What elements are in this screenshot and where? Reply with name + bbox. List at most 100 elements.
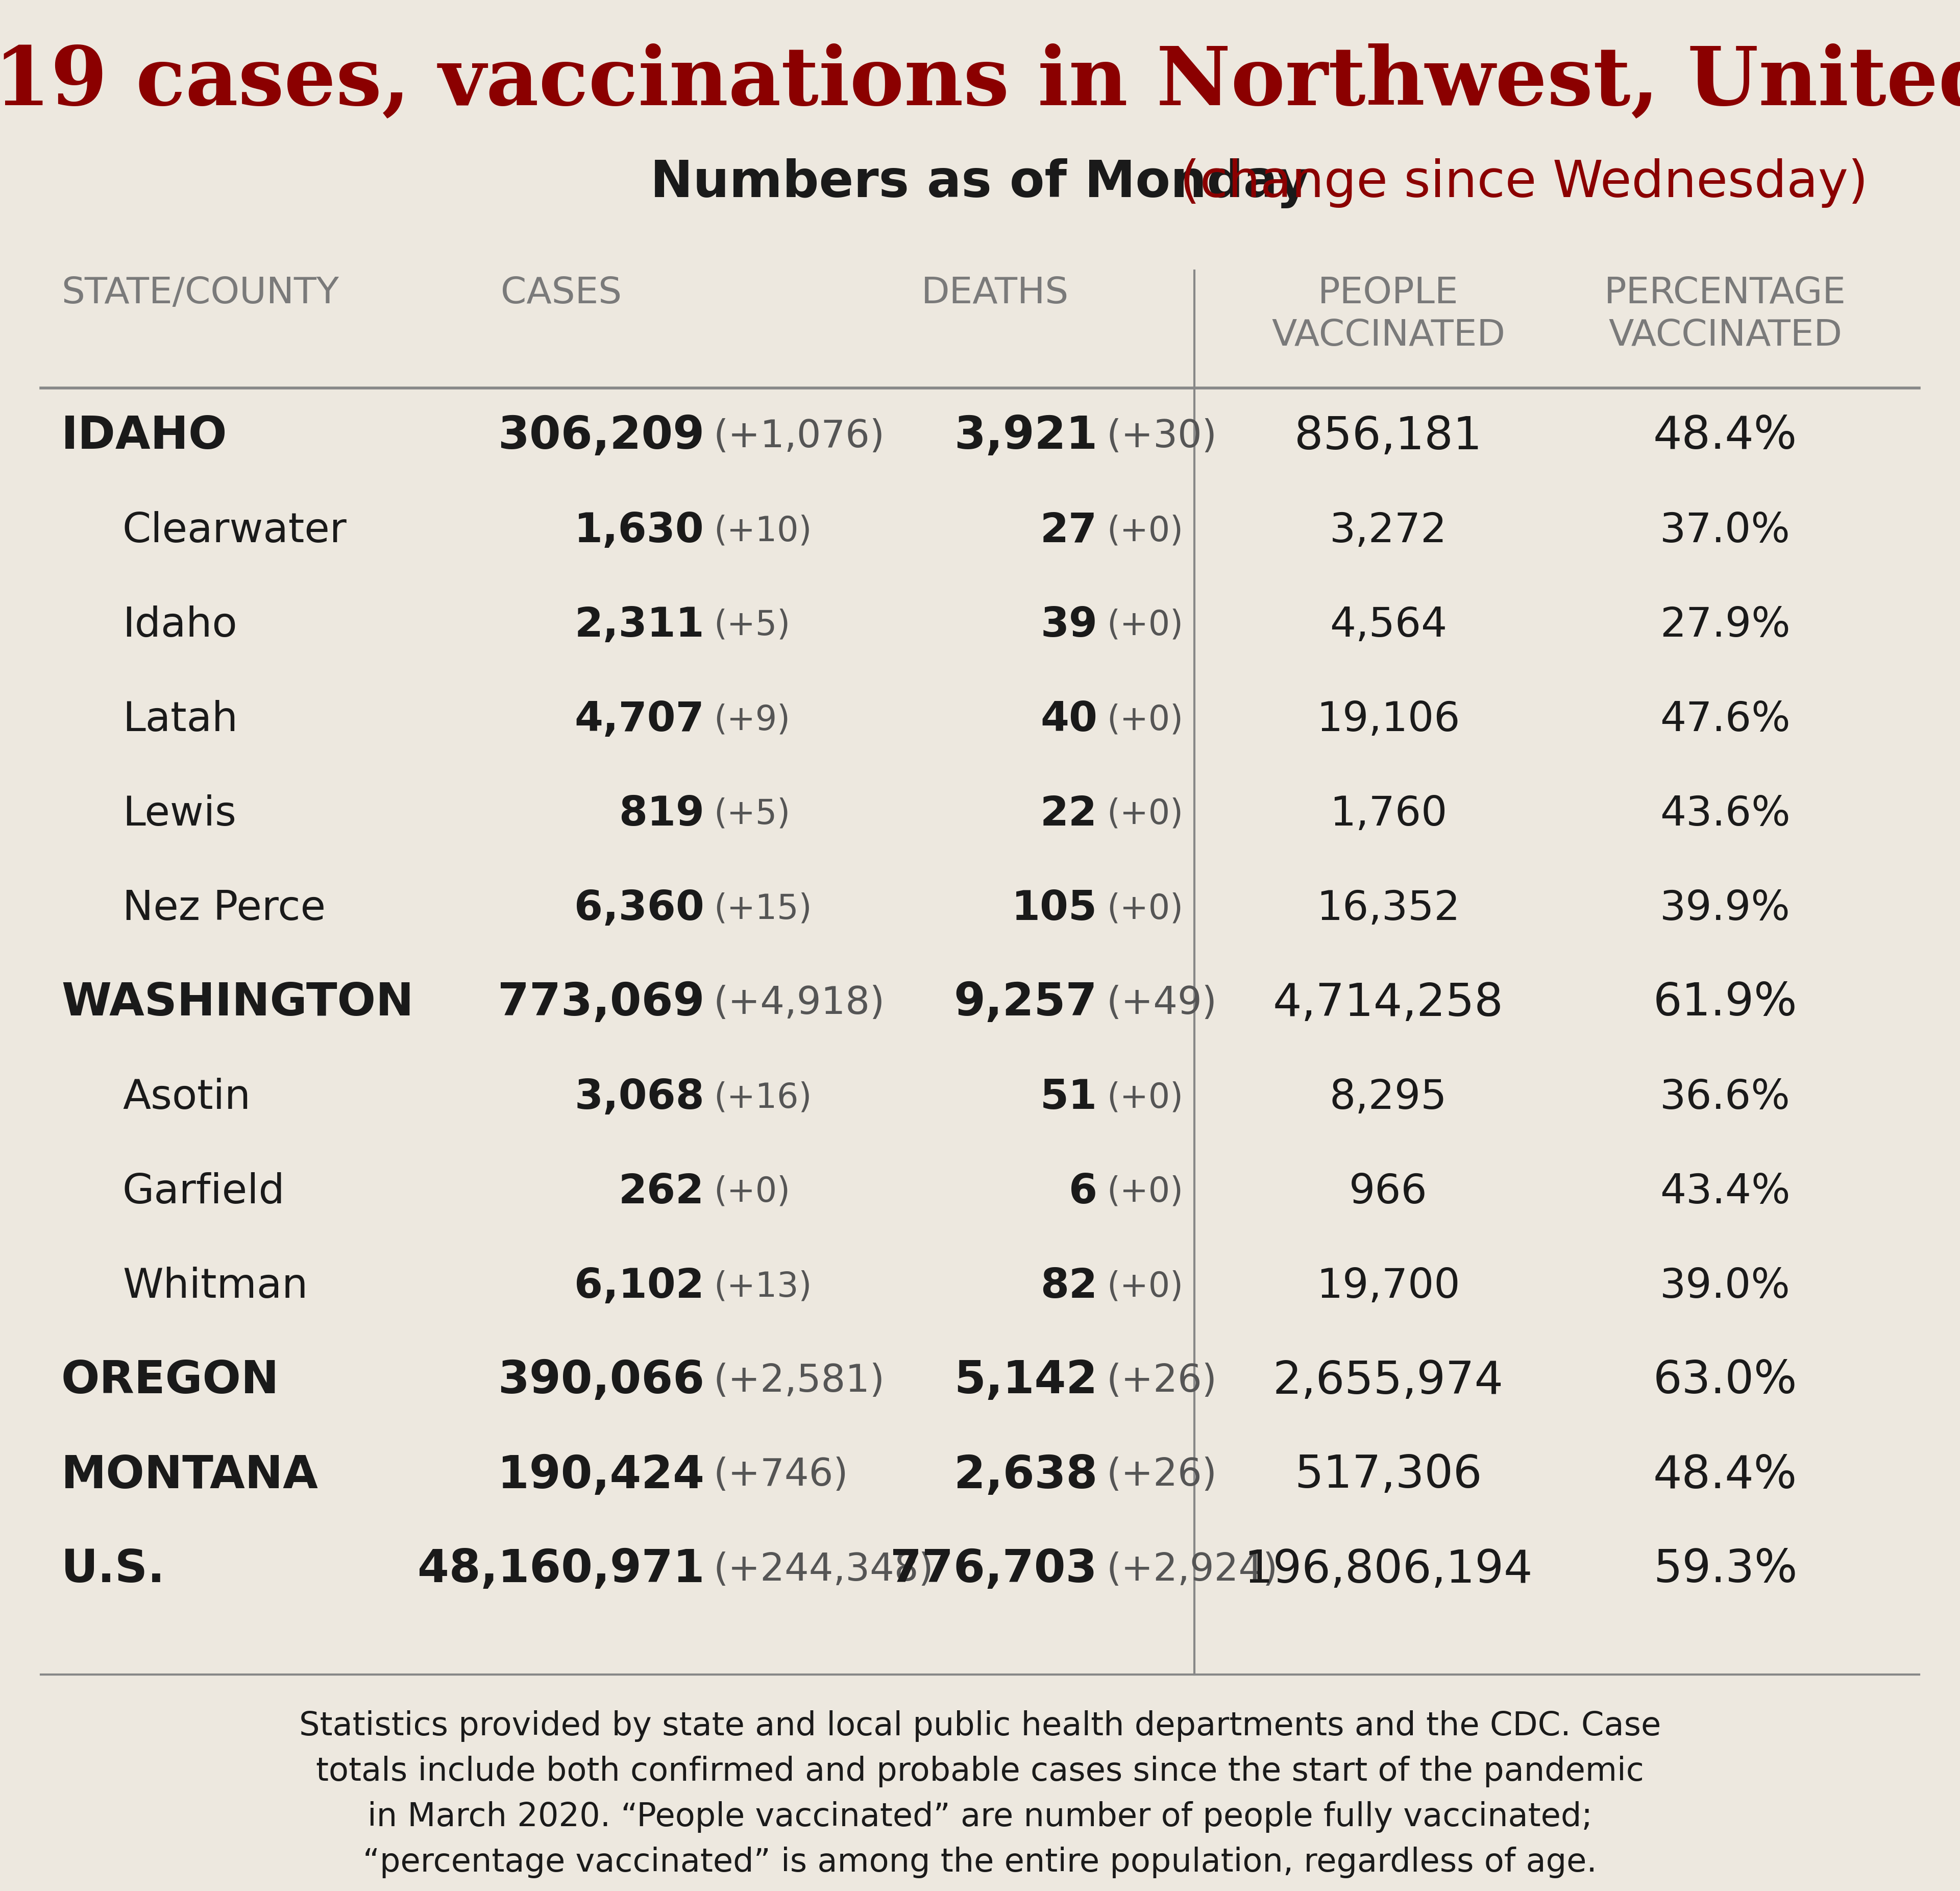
Text: 43.4%: 43.4% [1660,1172,1789,1212]
Text: 776,703: 776,703 [890,1547,1098,1592]
Text: 4,564: 4,564 [1329,605,1446,645]
Text: (+16): (+16) [713,1082,811,1114]
Text: (+10): (+10) [713,514,811,548]
Text: (+5): (+5) [713,798,790,832]
Text: 48.4%: 48.4% [1652,414,1797,460]
Text: (+30): (+30) [1107,418,1217,456]
Text: Statistics provided by state and local public health departments and the CDC. Ca: Statistics provided by state and local p… [300,1709,1660,1878]
Text: Latah: Latah [122,700,237,739]
Text: 6: 6 [1068,1172,1098,1212]
Text: 4,707: 4,707 [574,700,704,739]
Text: (+0): (+0) [1107,893,1184,925]
Text: 39: 39 [1041,605,1098,645]
Text: U.S.: U.S. [61,1547,165,1592]
Text: 390,066: 390,066 [498,1360,704,1403]
Text: (+26): (+26) [1107,1362,1217,1399]
Text: 19,106: 19,106 [1317,700,1460,739]
Text: 37.0%: 37.0% [1660,511,1791,550]
Text: STATE/COUNTY: STATE/COUNTY [61,276,339,310]
Text: (+746): (+746) [713,1456,849,1494]
Text: 51: 51 [1041,1078,1098,1118]
Text: (+1,076): (+1,076) [713,418,886,456]
Text: 40: 40 [1041,700,1098,739]
Text: MONTANA: MONTANA [61,1452,318,1498]
Text: 43.6%: 43.6% [1660,794,1791,834]
Text: 819: 819 [619,794,704,834]
Text: (+0): (+0) [1107,514,1184,548]
Text: 3,921: 3,921 [955,414,1098,460]
Text: 27.9%: 27.9% [1660,605,1791,645]
Text: 1,630: 1,630 [574,511,704,550]
Text: 306,209: 306,209 [498,414,704,460]
Text: 59.3%: 59.3% [1652,1547,1797,1592]
Text: Garfield: Garfield [122,1172,286,1212]
Text: 9,257: 9,257 [955,981,1098,1025]
Text: 39.0%: 39.0% [1660,1267,1791,1307]
Text: 82: 82 [1041,1267,1098,1307]
Text: (+49): (+49) [1107,985,1217,1021]
Text: 856,181: 856,181 [1294,414,1482,460]
Text: 27: 27 [1041,511,1098,550]
Text: 2,655,974: 2,655,974 [1272,1360,1503,1403]
Text: Nez Perce: Nez Perce [122,889,325,928]
Text: 63.0%: 63.0% [1652,1360,1797,1403]
Text: WASHINGTON: WASHINGTON [61,981,414,1025]
Text: Clearwater: Clearwater [122,511,347,550]
Text: Whitman: Whitman [122,1267,308,1307]
Text: (+4,918): (+4,918) [713,985,886,1021]
Text: 22: 22 [1041,794,1098,834]
Text: 105: 105 [1011,889,1098,928]
Text: (change since Wednesday): (change since Wednesday) [1164,159,1868,208]
Text: 2,311: 2,311 [574,605,704,645]
Text: 773,069: 773,069 [498,981,704,1025]
Text: 4,714,258: 4,714,258 [1272,981,1503,1025]
Text: 3,272: 3,272 [1329,511,1446,550]
Text: OREGON: OREGON [61,1360,280,1403]
Text: PERCENTAGE
VACCINATED: PERCENTAGE VACCINATED [1605,276,1846,354]
Text: IDAHO: IDAHO [61,414,227,460]
Text: 3,068: 3,068 [574,1078,704,1118]
Text: 966: 966 [1348,1172,1427,1212]
Text: (+9): (+9) [713,703,790,737]
Text: 61.9%: 61.9% [1652,981,1797,1025]
Text: 47.6%: 47.6% [1660,700,1791,739]
Text: (+2,581): (+2,581) [713,1362,886,1399]
Text: PEOPLE
VACCINATED: PEOPLE VACCINATED [1272,276,1505,354]
Text: 39.9%: 39.9% [1660,889,1791,928]
Text: (+0): (+0) [1107,1174,1184,1208]
Text: 2,638: 2,638 [955,1452,1098,1498]
Text: (+0): (+0) [1107,1082,1184,1114]
Text: (+15): (+15) [713,893,811,925]
Text: (+13): (+13) [713,1269,811,1303]
Text: 48,160,971: 48,160,971 [417,1547,704,1592]
Text: (+0): (+0) [1107,703,1184,737]
Text: COVID-19 cases, vaccinations in Northwest, United States: COVID-19 cases, vaccinations in Northwes… [0,43,1960,123]
Text: 36.6%: 36.6% [1660,1078,1791,1118]
Text: 517,306: 517,306 [1294,1452,1482,1498]
Text: 19,700: 19,700 [1317,1267,1460,1307]
Text: 8,295: 8,295 [1329,1078,1446,1118]
Text: 5,142: 5,142 [955,1360,1098,1403]
Text: (+0): (+0) [1107,798,1184,832]
Text: 196,806,194: 196,806,194 [1245,1547,1533,1592]
Text: Numbers as of Monday: Numbers as of Monday [651,159,1309,208]
Text: (+5): (+5) [713,609,790,643]
Text: 1,760: 1,760 [1329,794,1446,834]
Text: 262: 262 [619,1172,704,1212]
Text: 190,424: 190,424 [498,1452,704,1498]
Text: 16,352: 16,352 [1317,889,1460,928]
Text: (+0): (+0) [1107,609,1184,643]
Text: (+244,348): (+244,348) [713,1551,933,1588]
Text: Asotin: Asotin [122,1078,251,1118]
Text: Lewis: Lewis [122,794,237,834]
Text: 48.4%: 48.4% [1652,1452,1797,1498]
Text: Idaho: Idaho [122,605,237,645]
Text: (+26): (+26) [1107,1456,1217,1494]
Text: 6,102: 6,102 [574,1267,704,1307]
Text: (+0): (+0) [1107,1269,1184,1303]
Text: DEATHS: DEATHS [921,276,1068,310]
Text: 6,360: 6,360 [574,889,704,928]
Text: (+2,924): (+2,924) [1107,1551,1278,1588]
Text: CASES: CASES [502,276,621,310]
Text: (+0): (+0) [713,1174,790,1208]
